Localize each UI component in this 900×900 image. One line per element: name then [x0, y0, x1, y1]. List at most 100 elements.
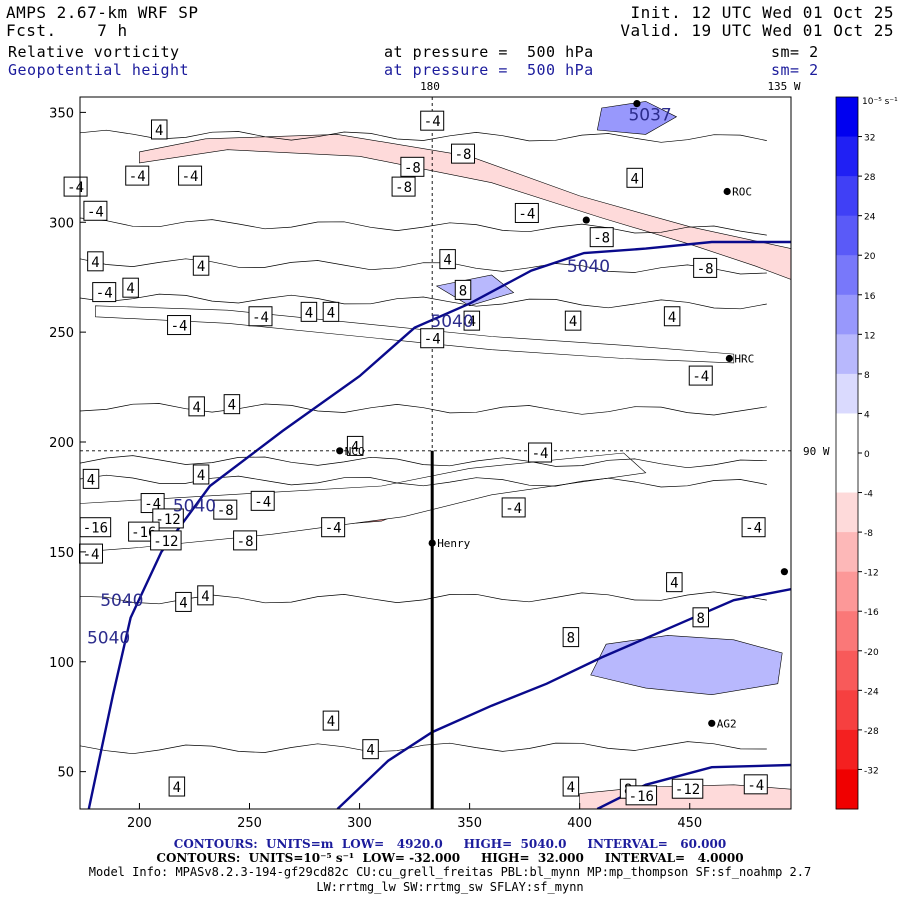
colorbar-segment	[836, 255, 858, 296]
vorticity-contour	[80, 258, 767, 275]
vorticity-label-box	[420, 328, 445, 349]
vorticity-label: -4	[63, 176, 88, 197]
vorticity-area-8	[596, 101, 678, 135]
vorticity-label: -12	[152, 508, 184, 529]
field1-level: at pressure = 500 hPa	[384, 43, 594, 61]
colorbar-segment	[836, 532, 858, 573]
vorticity-label-box	[92, 282, 117, 303]
vorticity-label: -12	[671, 778, 704, 799]
vorticity-label-text: 4	[668, 310, 676, 326]
colorbar-segment	[836, 215, 858, 256]
colorbar-tick-label: 20	[864, 252, 876, 262]
vorticity-label: 4	[175, 591, 192, 612]
vorticity-label-box	[663, 306, 681, 327]
vorticity-label-text: -12	[153, 534, 178, 550]
colorbar-segment	[836, 453, 858, 494]
y-tick-label: 350	[49, 106, 74, 121]
station-name: HRC	[734, 353, 754, 366]
vorticity-label-text: -4	[182, 169, 199, 185]
vorticity-label-text: 4	[630, 171, 638, 187]
vorticity-label-box	[192, 255, 210, 276]
colorbar-tick-label: 32	[864, 134, 875, 144]
vorticity-label: 4	[322, 710, 340, 731]
vorticity-label-text: -4	[83, 547, 100, 563]
vorticity-label-box	[233, 530, 258, 551]
vorticity-label-text: 4	[366, 743, 374, 759]
height-low: LOW= 4920.0	[341, 837, 443, 851]
vorticity-label-box	[125, 165, 150, 186]
height-contour-label: 5040	[430, 312, 473, 332]
vorticity-label: 4	[82, 468, 100, 489]
field2-level: at pressure = 500 hPa	[384, 61, 594, 79]
vorticity-label: -4	[250, 490, 275, 511]
colorbar-segment	[836, 413, 858, 454]
vort-contours-label: CONTOURS:	[156, 851, 241, 865]
station-dot	[582, 216, 590, 224]
vorticity-label: 4	[223, 394, 241, 415]
colorbar-tick-label: 28	[864, 173, 876, 183]
vorticity-label: 4	[666, 572, 683, 593]
vorticity-label-text: -4	[87, 204, 104, 220]
vorticity-label: -4	[125, 165, 150, 186]
colorbar-tick-label: -28	[864, 727, 879, 737]
vorticity-label-text: -16	[83, 521, 108, 537]
vorticity-label: -8	[693, 257, 718, 278]
vorticity-label: 8	[454, 279, 472, 300]
vort-high: HIGH= 32.000	[480, 851, 584, 865]
vorticity-label-text: -4	[254, 494, 271, 510]
station	[780, 568, 788, 576]
height-interval: INTERVAL= 60.000	[587, 837, 727, 851]
vorticity-label: -8	[233, 530, 258, 551]
vorticity-label: -4	[248, 306, 273, 327]
colorbar-unit: 10⁻⁵ s⁻¹	[862, 97, 898, 107]
vorticity-label-box	[564, 310, 582, 331]
vorticity-label: 8	[692, 607, 709, 628]
vorticity-label-text: -16	[629, 789, 654, 805]
vorticity-label: -4	[178, 165, 203, 186]
x-tick-label: 200	[127, 816, 152, 831]
vorticity-label-box	[178, 165, 203, 186]
height-contour-label: 5040	[173, 497, 216, 517]
station-dot	[725, 354, 733, 363]
colorbar-segment	[836, 650, 858, 691]
init-time: Init. 12 UTC Wed 01 Oct 25	[630, 3, 894, 22]
y-tick-label: 50	[57, 766, 74, 781]
vort-units: UNITS=10⁻⁵ s⁻¹	[248, 851, 355, 865]
vorticity-contour-labels: 4-4 -4-4-4-4-8-8-8-44-8-84 4 48-4 4-4-44 4-44…	[63, 110, 768, 806]
vorticity-label-box	[300, 301, 318, 322]
vorticity-label-box	[451, 143, 476, 164]
vorticity-label-text: -4	[692, 369, 709, 385]
vorticity-label-box	[692, 607, 709, 628]
colorbar-tick-label: 0	[864, 450, 870, 460]
vorticity-label: -4	[741, 517, 766, 538]
vorticity-label-box	[420, 110, 445, 131]
vorticity-label-text: 4	[192, 400, 200, 416]
vorticity-label-text: 4	[670, 576, 678, 592]
vorticity-label-text: 4	[197, 259, 205, 275]
colorbar-segment	[836, 690, 858, 731]
vorticity-label-text: -4	[171, 319, 188, 335]
vorticity-label-text: 4	[443, 253, 451, 269]
vorticity-label-text: 4	[179, 595, 187, 611]
vorticity-label-box	[454, 279, 472, 300]
vorticity-label-box	[463, 310, 481, 331]
vorticity-label-box	[346, 435, 364, 456]
vorticity-label-box	[626, 167, 643, 188]
vorticity-label-text: -8	[237, 534, 254, 550]
vorticity-label-box	[152, 508, 184, 529]
vorticity-contour	[80, 129, 767, 143]
vorticity-label: -4	[688, 365, 713, 386]
vorticity-label-box	[197, 585, 214, 606]
vort-low: LOW= -32.000	[362, 851, 461, 865]
colorbar-segment	[836, 334, 858, 375]
vorticity-label: 4	[362, 739, 379, 760]
vorticity-label: -12	[150, 530, 182, 551]
colorbar-tick-label: 24	[864, 213, 876, 223]
vorticity-contour	[80, 293, 767, 310]
colorbar-segment	[836, 492, 858, 533]
vorticity-label-text: -4	[325, 521, 342, 537]
vorticity-label-box	[82, 468, 100, 489]
height-units: UNITS=m	[266, 837, 334, 851]
vorticity-shading	[80, 101, 791, 809]
vorticity-label-box	[87, 251, 104, 272]
